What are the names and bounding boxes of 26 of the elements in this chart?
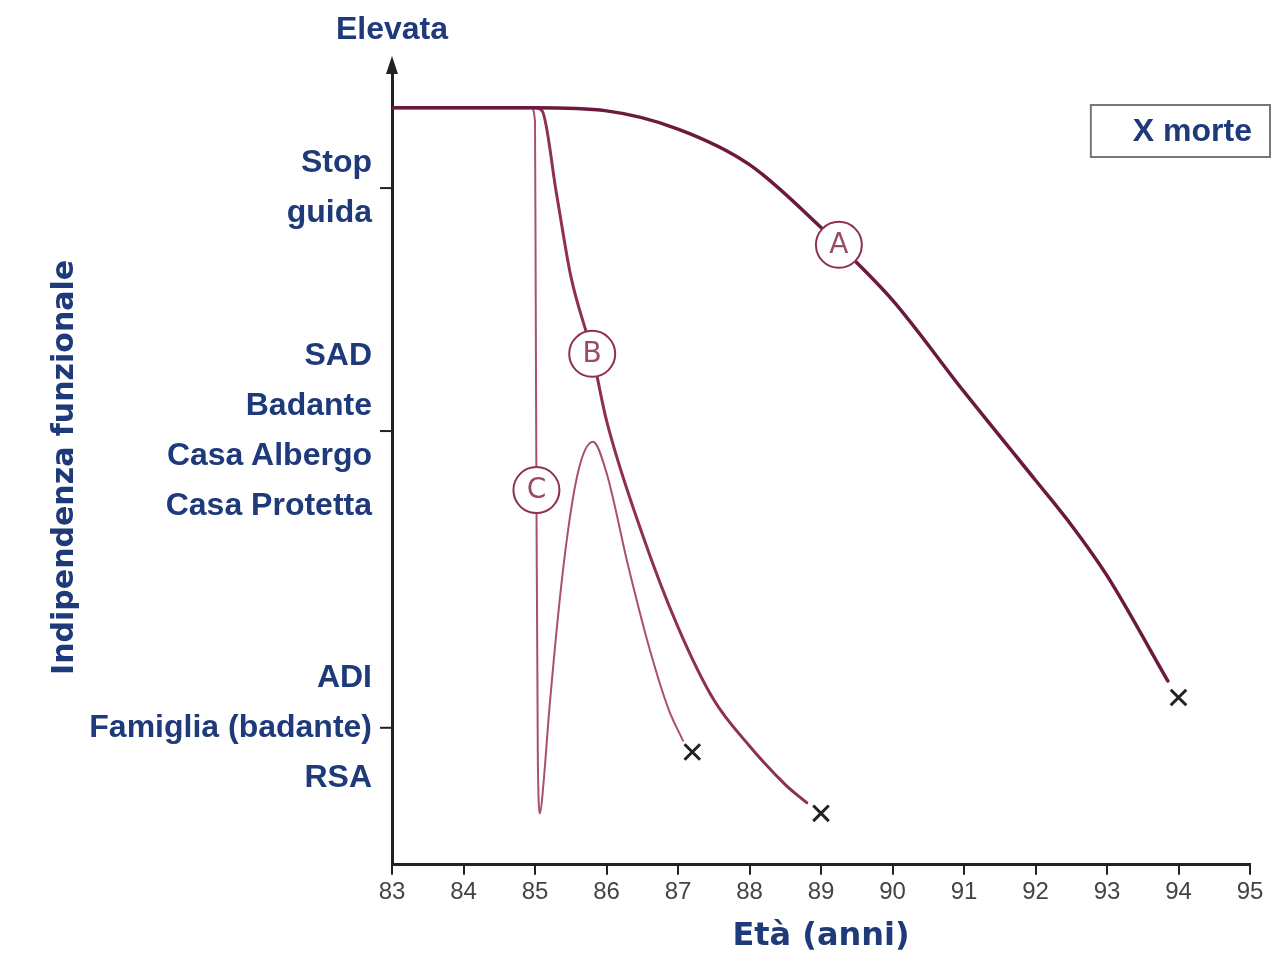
- annotation: A: [829, 227, 849, 261]
- x-tick-label: 88: [736, 876, 763, 904]
- x-tick-label: 85: [521, 876, 549, 904]
- point: [683, 742, 702, 762]
- text: ADI Famiglia (badante) RSA: [89, 657, 372, 794]
- x-tick-label: 93: [1093, 876, 1121, 904]
- x-tick-label: 89: [807, 876, 835, 904]
- annotation: B: [582, 336, 602, 370]
- x-tick-label: 91: [950, 876, 978, 904]
- x-tick-label: 84: [450, 876, 477, 904]
- text: Stop guida: [286, 142, 373, 229]
- x-tick-label: 90: [879, 876, 906, 904]
- x-tick-label: 94: [1165, 876, 1192, 904]
- text: SAD Badante Casa Albergo Casa Protetta: [165, 335, 373, 522]
- x-tick-label: 87: [664, 876, 692, 904]
- x-tick-label: 83: [378, 876, 406, 904]
- text: Elevata: [335, 9, 449, 46]
- x-axis-title: Età (anni): [732, 915, 910, 954]
- x-tick-label: 86: [593, 876, 620, 904]
- point: [1169, 688, 1188, 707]
- x-tick-label: 92: [1022, 876, 1049, 904]
- point: [811, 804, 831, 823]
- x-tick-label: 95: [1236, 876, 1264, 904]
- annotation: X morte: [1132, 111, 1252, 148]
- text: Indipendenza funzionale: [45, 259, 81, 675]
- annotation: C: [526, 472, 547, 506]
